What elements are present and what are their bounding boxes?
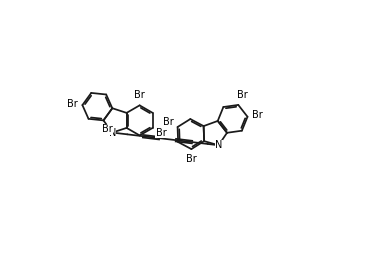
Text: Br: Br [252,110,263,121]
Text: Br: Br [134,90,145,100]
Text: Br: Br [237,90,247,100]
Text: Br: Br [186,154,197,165]
Text: Br: Br [163,117,174,127]
Text: Br: Br [102,124,113,134]
Text: N: N [215,140,222,150]
Text: N: N [109,128,116,138]
Text: Br: Br [67,99,77,109]
Text: Br: Br [156,128,167,138]
